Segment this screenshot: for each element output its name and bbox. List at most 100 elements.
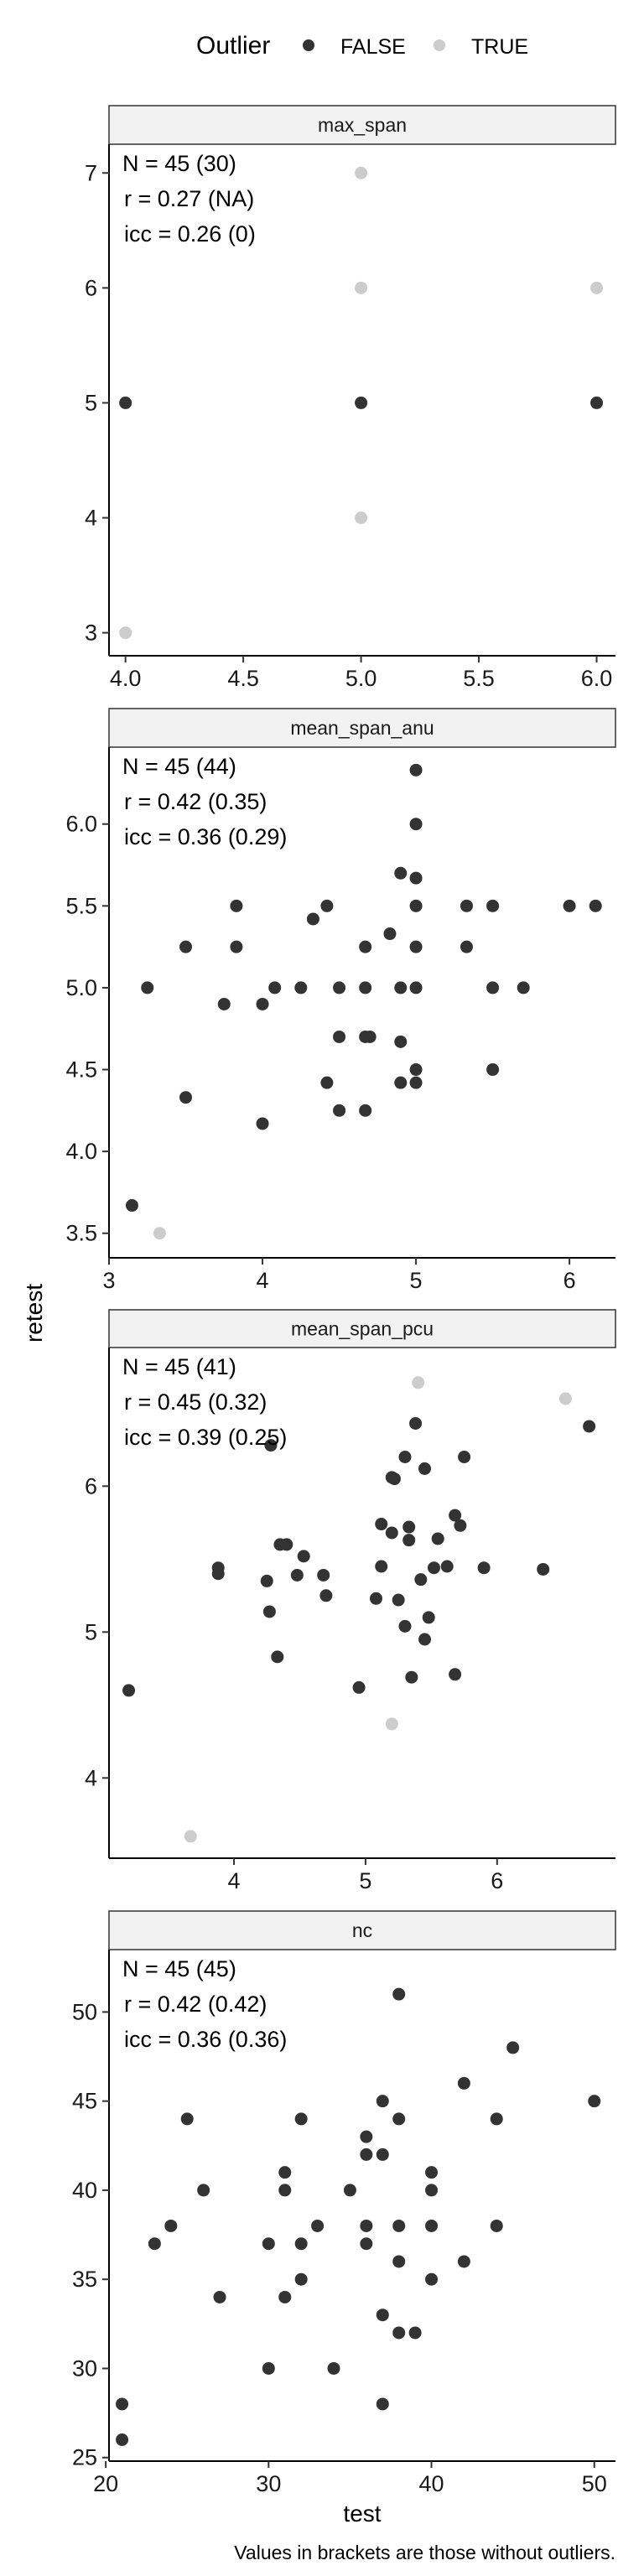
data-point	[490, 2219, 503, 2232]
y-tick-label: 35	[72, 2267, 97, 2292]
y-tick-label: 5.0	[65, 975, 97, 1000]
data-point	[211, 1567, 225, 1581]
data-point	[418, 1633, 432, 1646]
data-point	[359, 981, 372, 995]
x-tick-label: 5.0	[345, 666, 377, 691]
stats-annotation: N = 45 (44)	[122, 754, 236, 779]
data-point	[376, 2309, 389, 2322]
data-point	[359, 940, 372, 953]
data-point	[375, 1518, 388, 1531]
data-point	[268, 981, 282, 995]
data-point-outlier	[355, 281, 368, 294]
data-point	[230, 940, 243, 953]
y-axis-label: retest	[21, 1284, 47, 1343]
data-point	[440, 1560, 454, 1573]
data-point	[408, 2326, 422, 2340]
legend: Outlier FALSE TRUE	[196, 32, 528, 60]
data-point	[333, 981, 346, 995]
data-point	[148, 2237, 161, 2251]
y-tick-label: 30	[72, 2355, 97, 2381]
data-point	[164, 2219, 178, 2232]
data-point	[590, 396, 604, 409]
data-point-outlier	[355, 512, 368, 525]
x-tick-label: 5	[410, 1268, 423, 1293]
x-tick-label: 20	[93, 2471, 118, 2496]
data-point	[588, 2095, 601, 2108]
data-point	[385, 1526, 398, 1540]
data-point	[392, 2326, 406, 2340]
stats-annotation: N = 45 (30)	[122, 151, 236, 176]
data-point	[425, 2184, 439, 2197]
y-tick-label: 5	[85, 390, 97, 415]
data-point	[414, 1573, 428, 1587]
x-tick-label: 5.5	[463, 666, 495, 691]
y-tick-label: 6	[85, 1473, 97, 1498]
data-point	[394, 981, 408, 995]
stats-annotation: r = 0.42 (0.35)	[124, 789, 267, 814]
data-point	[383, 927, 397, 941]
x-tick-label: 4	[257, 1268, 269, 1293]
data-point-outlier	[153, 1227, 166, 1240]
data-point	[418, 1462, 432, 1475]
y-tick-label: 4	[85, 1765, 97, 1790]
facet-strip-label: nc	[352, 1919, 372, 1941]
data-point	[458, 1451, 471, 1463]
data-point	[449, 1509, 462, 1522]
data-point	[392, 1593, 405, 1607]
data-point	[376, 2397, 389, 2411]
data-point	[213, 2290, 226, 2303]
x-tick-label: 30	[256, 2471, 281, 2496]
data-point	[425, 2272, 439, 2286]
data-point	[506, 2041, 520, 2054]
x-tick-label: 4	[228, 1868, 241, 1893]
data-point	[517, 981, 530, 995]
data-point	[294, 2112, 308, 2126]
data-point	[392, 2255, 406, 2268]
data-point	[486, 981, 500, 995]
data-point	[230, 899, 243, 912]
stats-annotation: icc = 0.39 (0.25)	[124, 1425, 287, 1450]
y-tick-label: 7	[85, 160, 97, 185]
data-point	[392, 2112, 406, 2126]
facet-strip-label: max_span	[318, 114, 407, 136]
x-tick-label: 50	[582, 2471, 607, 2496]
data-point	[402, 1534, 416, 1547]
x-tick-label: 4.5	[227, 666, 259, 691]
data-point	[294, 2272, 308, 2286]
x-tick-label: 5	[359, 1868, 371, 1893]
legend-label-true: TRUE	[471, 35, 528, 59]
stats-annotation: icc = 0.36 (0.29)	[124, 824, 287, 849]
stats-annotation: r = 0.42 (0.42)	[124, 1992, 267, 2017]
x-tick-label: 6	[564, 1268, 576, 1293]
data-point	[537, 1562, 550, 1576]
data-point	[294, 981, 308, 995]
data-point	[271, 1650, 284, 1664]
x-tick-label: 40	[419, 2471, 444, 2496]
data-point	[197, 2184, 210, 2197]
data-point-outlier	[184, 1830, 197, 1843]
y-tick-label: 45	[72, 2089, 97, 2114]
data-point	[394, 1035, 408, 1048]
data-point	[394, 1076, 408, 1089]
data-point	[563, 899, 576, 912]
data-point	[278, 2184, 292, 2197]
facet-strip-label: mean_span_anu	[290, 717, 434, 739]
data-point-outlier	[385, 1717, 398, 1731]
y-tick-label: 50	[72, 1999, 97, 2024]
data-point	[256, 1117, 269, 1130]
data-point	[311, 2219, 325, 2232]
data-point	[583, 1420, 596, 1433]
data-point	[333, 1104, 346, 1117]
stats-annotation: N = 45 (41)	[122, 1354, 236, 1379]
stats-annotation: icc = 0.26 (0)	[124, 221, 256, 247]
data-point	[589, 899, 602, 912]
data-point	[486, 899, 500, 912]
data-point	[363, 1030, 377, 1043]
data-point	[431, 1532, 444, 1545]
data-point	[297, 1550, 310, 1563]
data-point	[317, 1568, 330, 1581]
data-point	[355, 396, 368, 409]
data-point	[460, 899, 473, 912]
